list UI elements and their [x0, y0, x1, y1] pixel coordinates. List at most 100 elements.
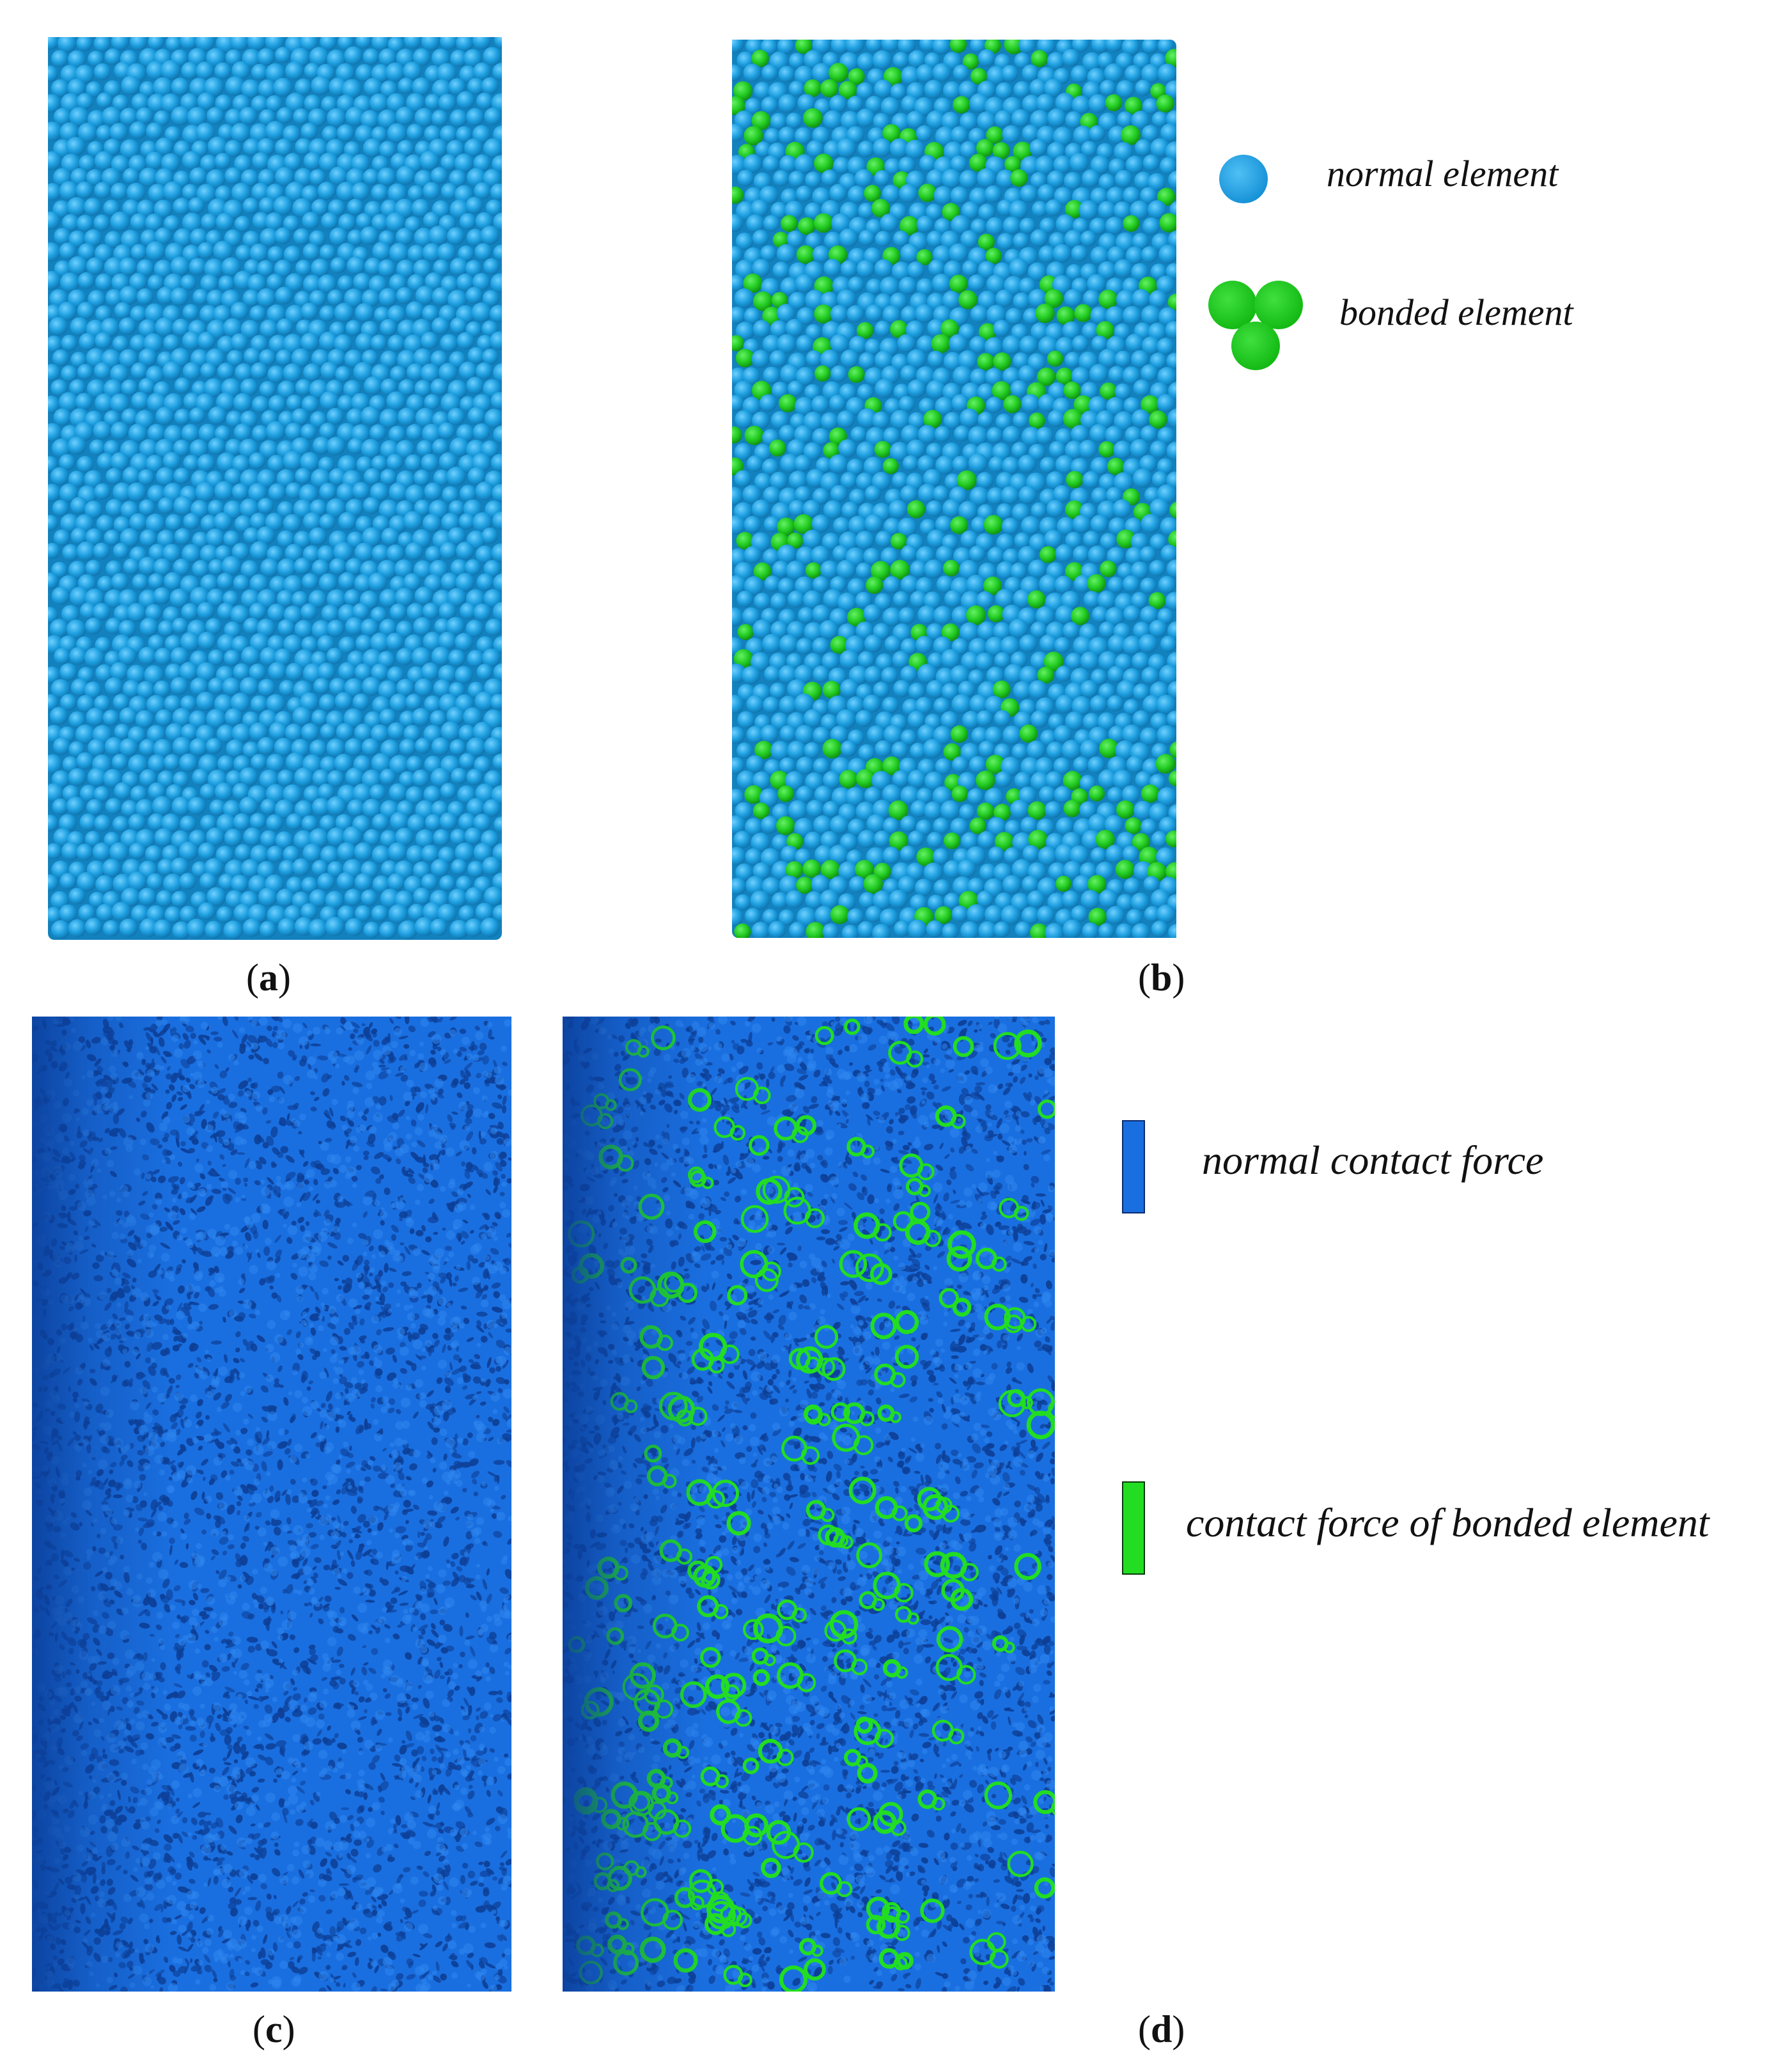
particle [89, 439, 105, 456]
particle [266, 754, 285, 772]
particle [293, 531, 311, 549]
particle [120, 528, 139, 548]
particle [112, 335, 129, 352]
bonded-particle [1089, 785, 1105, 802]
particle [346, 408, 364, 426]
particle [836, 138, 857, 159]
particle [838, 861, 858, 881]
particle [146, 61, 166, 80]
particle [1126, 755, 1144, 774]
particle [917, 605, 937, 625]
particle [1029, 533, 1047, 552]
particle [157, 497, 175, 514]
particle [371, 663, 389, 682]
particle [377, 168, 396, 187]
particle [770, 593, 788, 610]
particle [759, 185, 779, 205]
particle [309, 828, 329, 848]
particle [777, 577, 795, 595]
particle [967, 878, 985, 895]
particle [485, 199, 502, 216]
particle [163, 873, 183, 894]
particle [1141, 667, 1159, 685]
particle [914, 878, 933, 897]
particle [1073, 575, 1092, 593]
particle [763, 366, 781, 384]
particle [240, 560, 259, 579]
particle [958, 81, 977, 99]
particle [205, 921, 223, 939]
particle [389, 811, 409, 831]
particle [734, 288, 754, 308]
particle [857, 384, 874, 400]
particle [786, 113, 802, 129]
particle [482, 857, 501, 876]
particle [233, 903, 253, 923]
particle [1055, 544, 1073, 563]
particle [1090, 515, 1109, 533]
particle [873, 138, 892, 157]
particle [770, 410, 790, 430]
particle [475, 545, 494, 564]
particle [313, 678, 330, 694]
particle [1015, 921, 1031, 938]
particle [189, 407, 206, 424]
particle [1139, 727, 1158, 746]
bonded-particle [1047, 350, 1064, 367]
particle [888, 499, 908, 519]
particle [127, 664, 146, 684]
particle [1105, 306, 1125, 325]
particle [170, 287, 189, 306]
particle [50, 706, 68, 725]
particle [891, 741, 908, 759]
particle [276, 107, 293, 124]
bonded-particle [1056, 368, 1073, 385]
particle [243, 527, 260, 544]
particle [1106, 397, 1125, 416]
bonded-particle [1105, 94, 1123, 111]
particle [329, 558, 347, 575]
particle [336, 722, 354, 741]
particle [872, 799, 892, 819]
particle [338, 636, 356, 654]
particle [1098, 473, 1117, 491]
particle [139, 769, 157, 787]
particle [490, 273, 502, 293]
particle [277, 530, 295, 548]
particle [736, 770, 756, 790]
particle [144, 303, 164, 324]
particle [164, 695, 182, 712]
particle [840, 740, 857, 757]
particle [803, 442, 822, 461]
bonded-particle [785, 861, 804, 879]
particle [456, 875, 472, 893]
particle [372, 242, 391, 261]
bonded-particle [871, 561, 891, 581]
particle [277, 917, 296, 937]
particle [136, 288, 153, 306]
particle [251, 754, 267, 770]
particle [1087, 545, 1107, 565]
particle [732, 40, 744, 54]
particle [103, 768, 122, 788]
particle [110, 211, 130, 231]
particle [1004, 820, 1021, 836]
particle [1114, 142, 1134, 162]
particle [423, 785, 441, 804]
particle [770, 471, 788, 490]
particle [908, 831, 924, 847]
particle [380, 80, 398, 98]
particle [424, 695, 442, 713]
particle [173, 558, 191, 576]
particle [1144, 906, 1161, 923]
particle [456, 91, 475, 109]
particle [268, 662, 287, 681]
particle [300, 37, 318, 51]
particle [951, 694, 972, 714]
particle [52, 798, 69, 815]
particle [206, 169, 226, 189]
particle [70, 497, 88, 515]
particle [156, 890, 173, 907]
particle [153, 199, 173, 219]
particle [128, 813, 146, 831]
